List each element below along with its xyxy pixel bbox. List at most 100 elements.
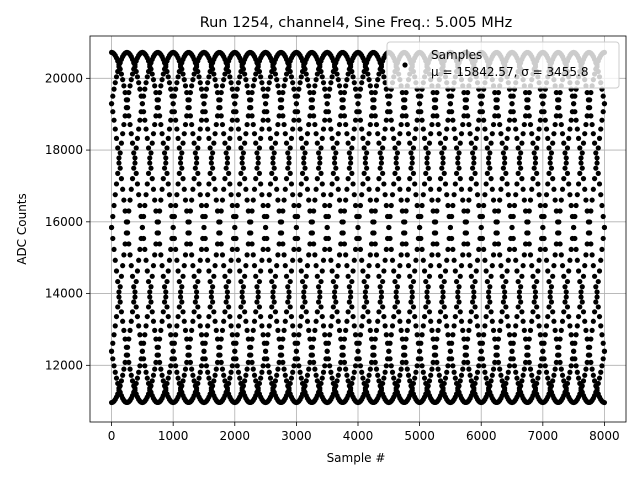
sample-point — [158, 197, 164, 203]
sample-point — [506, 246, 513, 253]
sample-point — [276, 241, 282, 247]
sample-point — [142, 86, 148, 92]
sample-point — [494, 344, 500, 350]
sample-point — [398, 252, 404, 258]
sample-point — [434, 336, 440, 342]
sample-point — [274, 186, 280, 192]
sample-point — [540, 348, 546, 354]
sample-point — [428, 186, 434, 192]
sample-point — [287, 170, 293, 176]
sample-point — [473, 375, 479, 381]
sample-point — [376, 273, 382, 279]
sample-point — [180, 71, 186, 77]
sample-point — [222, 140, 228, 146]
sample-point — [361, 170, 367, 176]
sample-point — [550, 176, 556, 182]
sample-point — [175, 135, 181, 141]
sample-point — [529, 263, 535, 269]
sample-point — [202, 235, 208, 242]
sample-point — [463, 230, 470, 236]
sample-point — [409, 289, 415, 295]
sample-point — [567, 192, 573, 198]
sample-point — [152, 197, 158, 203]
sample-point — [468, 176, 474, 182]
sample-point — [378, 289, 385, 295]
sample-point — [283, 378, 290, 384]
sample-point — [451, 257, 457, 263]
sample-point — [377, 389, 383, 395]
sample-point — [304, 372, 311, 378]
sample-point — [487, 383, 493, 389]
sample-point — [513, 192, 519, 198]
sample-point — [348, 64, 354, 70]
sample-point — [306, 327, 312, 333]
sample-point — [302, 383, 308, 389]
sample-point — [460, 197, 466, 203]
sample-point — [338, 241, 344, 247]
sample-point — [566, 375, 572, 381]
sample-point — [439, 165, 445, 171]
sample-point — [590, 318, 596, 324]
sample-point — [314, 71, 320, 77]
sample-point — [442, 135, 449, 141]
sample-point — [423, 278, 429, 285]
sample-point — [477, 213, 483, 220]
sample-point — [522, 113, 529, 119]
sample-point — [441, 380, 447, 387]
sample-point — [407, 273, 413, 279]
sample-point — [223, 284, 229, 290]
sample-point — [466, 252, 472, 258]
sample-point — [452, 268, 458, 274]
sample-point — [442, 313, 449, 320]
sample-point — [123, 352, 129, 358]
sample-point — [189, 83, 195, 89]
sample-point — [381, 375, 387, 381]
sample-point — [582, 131, 588, 137]
sample-point — [169, 356, 175, 362]
sample-point — [149, 140, 155, 146]
sample-point — [486, 387, 492, 393]
sample-point — [413, 323, 419, 329]
sample-point — [364, 165, 370, 171]
sample-point — [545, 181, 551, 187]
sample-point — [139, 348, 145, 354]
sample-point — [206, 181, 212, 187]
sample-point — [251, 263, 258, 269]
sample-point — [494, 219, 500, 225]
sample-point — [118, 71, 125, 77]
sample-point — [320, 323, 327, 329]
sample-point — [413, 192, 419, 198]
sample-point — [222, 176, 228, 182]
sample-point — [382, 257, 388, 263]
sample-point — [404, 197, 410, 203]
sample-point — [189, 327, 195, 333]
sample-point — [116, 62, 122, 68]
sample-point — [346, 150, 352, 156]
sample-point — [126, 336, 132, 342]
sample-point — [572, 109, 578, 115]
sample-point — [216, 97, 222, 103]
sample-point — [244, 121, 250, 128]
sample-point — [559, 318, 566, 324]
sample-point — [260, 332, 266, 338]
sample-point — [599, 246, 605, 253]
sample-point — [484, 145, 490, 151]
sample-point — [506, 202, 513, 209]
sample-point — [287, 278, 293, 285]
sample-point — [275, 197, 281, 203]
sample-point — [467, 131, 473, 137]
sample-point — [393, 160, 399, 166]
sample-point — [409, 385, 415, 391]
sample-point — [259, 323, 265, 329]
sample-point — [449, 109, 455, 115]
sample-point — [267, 313, 274, 320]
sample-point — [217, 105, 223, 111]
sample-point — [110, 213, 116, 220]
sample-point — [325, 356, 332, 362]
sample-point — [292, 356, 298, 362]
sample-point — [279, 97, 285, 103]
sample-point — [239, 62, 245, 68]
sample-point — [212, 318, 218, 324]
sample-point — [466, 366, 472, 372]
sample-point — [583, 121, 589, 128]
